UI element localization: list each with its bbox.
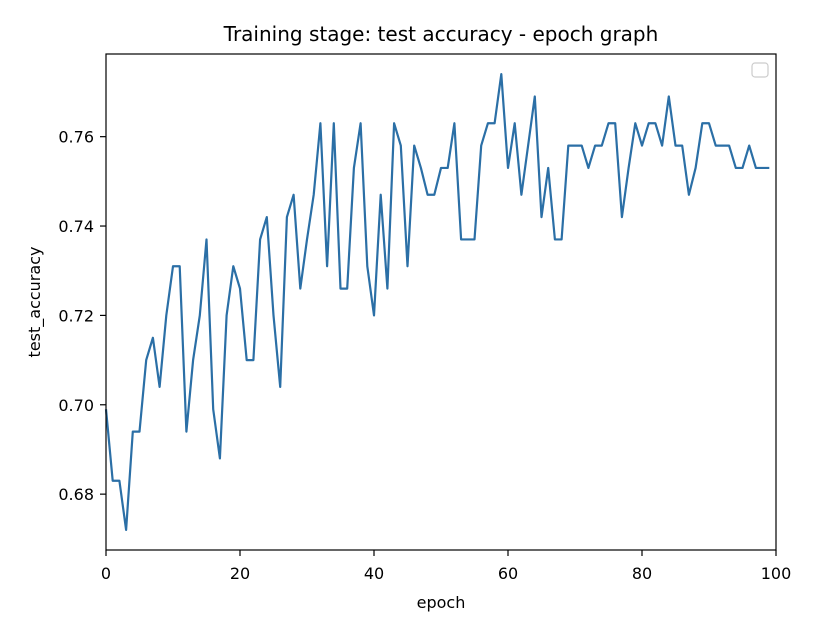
x-axis: 0 20 40 60 80 100 xyxy=(101,550,791,583)
legend-box xyxy=(751,62,769,78)
y-tick-label: 0.74 xyxy=(58,217,94,236)
x-axis-label: epoch xyxy=(417,593,466,612)
legend xyxy=(751,62,769,78)
y-tick-label: 0.72 xyxy=(58,306,94,325)
plot-area xyxy=(106,54,776,550)
chart-title: Training stage: test accuracy - epoch gr… xyxy=(223,22,659,46)
y-axis: 0.68 0.70 0.72 0.74 0.76 xyxy=(58,128,106,504)
y-tick-label: 0.70 xyxy=(58,396,94,415)
series-layer xyxy=(104,73,770,531)
x-tick-label: 80 xyxy=(632,564,652,583)
x-tick-label: 0 xyxy=(101,564,111,583)
y-tick-label: 0.76 xyxy=(58,128,94,147)
x-tick-label: 40 xyxy=(364,564,384,583)
plot-frame xyxy=(105,53,777,551)
y-axis-label: test_accuracy xyxy=(25,247,45,358)
x-tick-label: 60 xyxy=(498,564,518,583)
y-tick-label: 0.68 xyxy=(58,485,94,504)
series-line xyxy=(104,73,770,531)
x-tick-label: 20 xyxy=(230,564,250,583)
plot-background xyxy=(106,54,776,550)
x-tick-label: 100 xyxy=(761,564,792,583)
